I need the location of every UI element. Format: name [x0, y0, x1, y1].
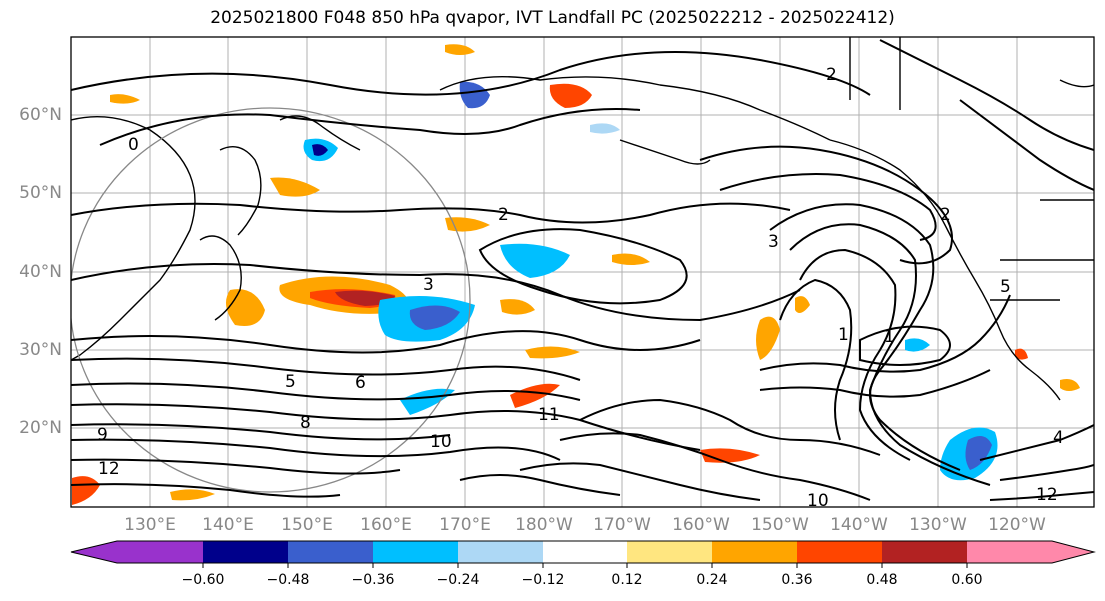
gridlines: [71, 37, 1094, 507]
lon-label-170w: 170°W: [593, 515, 651, 535]
colorbar-segment: [458, 541, 543, 563]
lon-label-150w: 150°W: [751, 515, 809, 535]
colorbar-tick-label: 0.24: [696, 572, 728, 588]
colorbar-segment: [797, 541, 882, 563]
map-title: 2025021800 F048 850 hPa qvapor, IVT Land…: [210, 8, 895, 28]
contour-label: 3: [768, 232, 779, 252]
colorbar-segment: [203, 541, 288, 563]
contour-label: 2: [940, 205, 951, 225]
contour-labels: 0 2 2 2 3 3 5 6 8 9 10 11 12 1 1 4 5 10 …: [97, 65, 1064, 511]
colorbar: [70, 540, 1096, 568]
colorbar-segment: [882, 541, 967, 563]
contour-label: 4: [1053, 428, 1064, 448]
contour-label: 11: [538, 405, 560, 425]
contour-label: 8: [300, 413, 311, 433]
colorbar-segment: [288, 541, 373, 563]
lon-label-160e: 160°E: [360, 515, 412, 535]
colorbar-tick-label: −0.48: [266, 572, 310, 588]
colorbar-segment: [712, 541, 797, 563]
contour-label: 12: [98, 459, 120, 479]
contour-label: 0: [128, 135, 139, 155]
lat-label-30n: 30°N: [19, 340, 62, 360]
colorbar-tick-label: 0.60: [951, 572, 983, 588]
lat-label-40n: 40°N: [19, 262, 62, 282]
contour-label: 2: [826, 65, 837, 85]
lon-label-160w: 160°W: [672, 515, 730, 535]
lon-label-120w: 120°W: [988, 515, 1046, 535]
lon-label-140w: 140°W: [830, 515, 888, 535]
ivt-contours: [71, 39, 1094, 501]
contour-label: 5: [285, 372, 296, 392]
qvapor-fill: [72, 44, 1080, 505]
colorbar-extend-low: [71, 541, 117, 563]
colorbar-segment: [627, 541, 712, 563]
lat-label-20n: 20°N: [19, 418, 62, 438]
lat-label-60n: 60°N: [19, 105, 62, 125]
contour-label: 6: [355, 373, 366, 393]
contour-label: 10: [430, 432, 452, 452]
lon-label-130e: 130°E: [124, 515, 176, 535]
colorbar-tick-label: 0.36: [781, 572, 813, 588]
lon-label-140e: 140°E: [202, 515, 254, 535]
contour-label: 1: [884, 327, 895, 347]
colorbar-outline: [70, 540, 1096, 564]
contour-label: 2: [498, 205, 509, 225]
map-frame: [70, 36, 1095, 508]
colorbar-tick-label: −0.24: [436, 572, 480, 588]
contour-label: 5: [1000, 277, 1011, 297]
colorbar-tick-label: 0.12: [611, 572, 643, 588]
lat-label-50n: 50°N: [19, 183, 62, 203]
lon-label-180w: 180°W: [515, 515, 573, 535]
contour-label: 12: [1036, 485, 1058, 505]
colorbar-tick-label: −0.36: [351, 572, 395, 588]
colorbar-tick-label: −0.12: [521, 572, 565, 588]
lon-label-150e: 150°E: [281, 515, 333, 535]
colorbar-segment: [117, 541, 203, 563]
colorbar-tick-label: 0.48: [866, 572, 898, 588]
reference-circle: [71, 107, 471, 493]
contour-label: 10: [807, 491, 829, 511]
colorbar-extend-high: [1052, 541, 1094, 563]
colorbar-segment: [373, 541, 458, 563]
contour-label: 1: [838, 325, 849, 345]
contour-label: 3: [423, 275, 434, 295]
contour-label: 9: [97, 425, 108, 445]
lon-label-170e: 170°E: [439, 515, 491, 535]
colorbar-tick-label: −0.60: [181, 572, 225, 588]
colorbar-segment: [543, 541, 627, 563]
lon-label-130w: 130°W: [909, 515, 967, 535]
colorbar-segment: [967, 541, 1052, 563]
